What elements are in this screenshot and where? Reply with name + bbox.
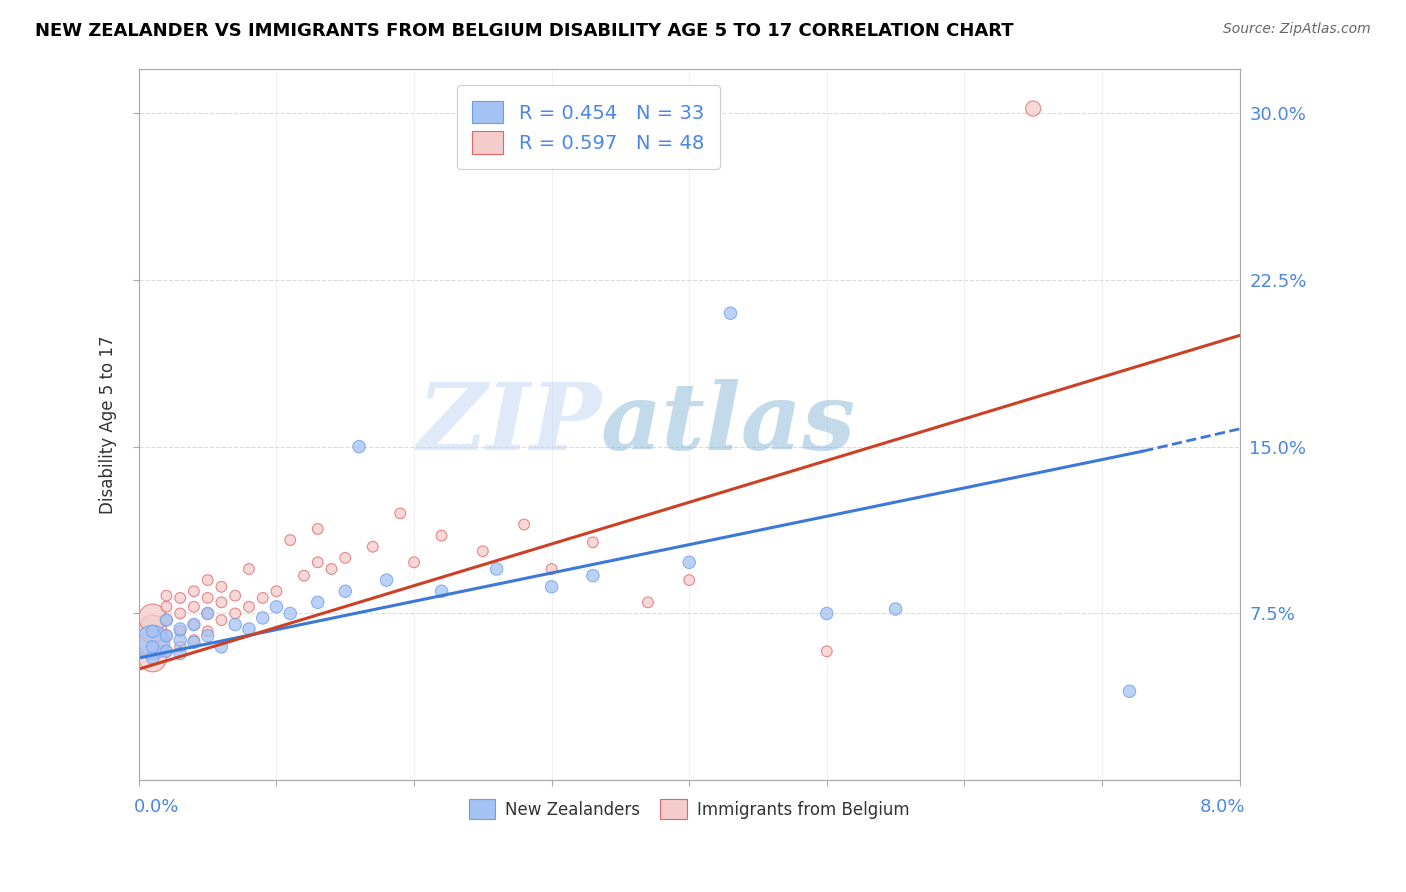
Point xyxy=(155,613,177,627)
Point xyxy=(266,584,288,599)
Point xyxy=(197,573,219,587)
Point xyxy=(678,573,700,587)
Point xyxy=(224,607,246,621)
Point xyxy=(142,635,165,649)
Point xyxy=(142,651,165,665)
Point xyxy=(197,624,219,639)
Point xyxy=(307,555,329,569)
Point xyxy=(209,595,232,609)
Point xyxy=(209,640,232,654)
Point xyxy=(224,617,246,632)
Point xyxy=(347,440,370,454)
Text: atlas: atlas xyxy=(602,379,856,469)
Point xyxy=(637,595,659,609)
Point xyxy=(278,607,301,621)
Point xyxy=(183,599,205,614)
Point xyxy=(169,633,191,648)
Point xyxy=(375,573,398,587)
Point xyxy=(169,624,191,639)
Point xyxy=(183,633,205,648)
Point xyxy=(142,611,165,625)
Point xyxy=(307,522,329,536)
Point xyxy=(540,580,562,594)
Point xyxy=(142,624,165,639)
Legend: New Zealanders, Immigrants from Belgium: New Zealanders, Immigrants from Belgium xyxy=(463,793,917,825)
Point xyxy=(209,613,232,627)
Point xyxy=(278,533,301,547)
Point xyxy=(169,591,191,605)
Point xyxy=(155,589,177,603)
Point xyxy=(142,651,165,665)
Point xyxy=(1118,684,1140,698)
Point xyxy=(209,580,232,594)
Point xyxy=(197,607,219,621)
Point xyxy=(224,589,246,603)
Point xyxy=(197,629,219,643)
Point xyxy=(361,540,384,554)
Text: 8.0%: 8.0% xyxy=(1199,798,1246,816)
Point xyxy=(678,555,700,569)
Text: 0.0%: 0.0% xyxy=(134,798,179,816)
Y-axis label: Disability Age 5 to 17: Disability Age 5 to 17 xyxy=(100,335,117,514)
Point xyxy=(155,644,177,658)
Point xyxy=(155,599,177,614)
Point xyxy=(430,528,453,542)
Point xyxy=(183,584,205,599)
Point xyxy=(197,591,219,605)
Point xyxy=(155,644,177,658)
Point xyxy=(292,568,315,582)
Point xyxy=(1022,102,1045,116)
Point xyxy=(266,599,288,614)
Point xyxy=(471,544,494,558)
Point xyxy=(197,607,219,621)
Point xyxy=(582,535,605,549)
Point xyxy=(155,629,177,643)
Point xyxy=(183,635,205,649)
Text: ZIP: ZIP xyxy=(418,379,602,469)
Point xyxy=(142,640,165,654)
Point xyxy=(430,584,453,599)
Text: Source: ZipAtlas.com: Source: ZipAtlas.com xyxy=(1223,22,1371,37)
Point xyxy=(307,595,329,609)
Point xyxy=(155,629,177,643)
Point xyxy=(485,562,508,576)
Point xyxy=(720,306,742,320)
Point xyxy=(252,611,274,625)
Point xyxy=(142,622,165,636)
Point xyxy=(183,617,205,632)
Point xyxy=(169,647,191,661)
Point xyxy=(169,607,191,621)
Point xyxy=(238,622,260,636)
Point xyxy=(155,613,177,627)
Point xyxy=(815,644,838,658)
Point xyxy=(389,507,412,521)
Point xyxy=(142,635,165,649)
Point xyxy=(582,568,605,582)
Point xyxy=(335,584,357,599)
Point xyxy=(321,562,343,576)
Point xyxy=(513,517,536,532)
Point xyxy=(238,562,260,576)
Text: NEW ZEALANDER VS IMMIGRANTS FROM BELGIUM DISABILITY AGE 5 TO 17 CORRELATION CHAR: NEW ZEALANDER VS IMMIGRANTS FROM BELGIUM… xyxy=(35,22,1014,40)
Point xyxy=(183,617,205,632)
Point xyxy=(252,591,274,605)
Point xyxy=(884,602,907,616)
Point xyxy=(815,607,838,621)
Point xyxy=(169,622,191,636)
Point xyxy=(169,640,191,654)
Point xyxy=(540,562,562,576)
Point xyxy=(238,599,260,614)
Point xyxy=(402,555,425,569)
Point xyxy=(335,550,357,565)
